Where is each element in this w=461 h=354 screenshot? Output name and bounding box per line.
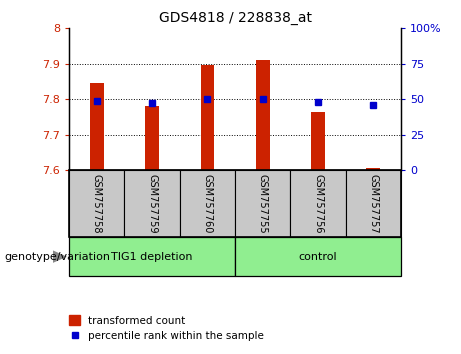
Bar <box>366 168 380 170</box>
Bar <box>346 170 401 237</box>
Text: GSM757759: GSM757759 <box>147 174 157 233</box>
Bar <box>235 170 290 237</box>
Text: control: control <box>299 252 337 262</box>
Text: genotype/variation: genotype/variation <box>5 252 111 262</box>
Bar <box>124 170 180 237</box>
Text: GSM757758: GSM757758 <box>92 174 102 233</box>
Title: GDS4818 / 228838_at: GDS4818 / 228838_at <box>159 11 312 24</box>
Text: TIG1 depletion: TIG1 depletion <box>112 252 193 262</box>
Bar <box>90 83 104 170</box>
Bar <box>235 237 401 276</box>
Bar <box>180 170 235 237</box>
Text: GSM757756: GSM757756 <box>313 174 323 233</box>
Bar <box>256 60 270 170</box>
Bar <box>145 106 159 170</box>
Bar <box>69 237 235 276</box>
Legend: transformed count, percentile rank within the sample: transformed count, percentile rank withi… <box>65 311 268 345</box>
Bar <box>69 170 124 237</box>
Text: GSM757755: GSM757755 <box>258 174 268 233</box>
Text: GSM757757: GSM757757 <box>368 174 378 233</box>
Bar <box>311 112 325 170</box>
Bar <box>290 170 346 237</box>
Polygon shape <box>53 251 67 263</box>
Bar <box>201 65 214 170</box>
Text: GSM757760: GSM757760 <box>202 174 213 233</box>
